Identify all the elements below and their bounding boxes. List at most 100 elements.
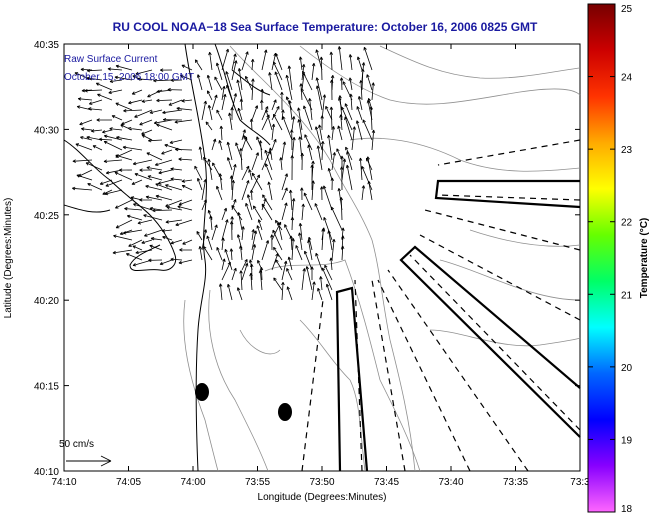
current-vector	[297, 107, 303, 131]
current-vector	[268, 147, 273, 161]
current-vector	[371, 129, 376, 151]
current-vector	[311, 62, 316, 81]
current-vector	[77, 97, 93, 101]
current-vector	[206, 235, 213, 251]
current-vector	[145, 184, 163, 191]
x-tick-label: 74:10	[51, 477, 76, 488]
current-vector	[227, 283, 233, 301]
current-vector	[258, 269, 263, 291]
current-vector	[264, 149, 273, 171]
current-vector	[236, 287, 243, 301]
current-vector	[279, 157, 283, 171]
current-vector	[216, 185, 223, 201]
current-vector	[88, 99, 103, 105]
current-vector	[300, 187, 304, 201]
current-vector	[325, 283, 333, 301]
current-vector	[281, 202, 288, 221]
current-vector	[219, 125, 224, 141]
current-vector	[259, 267, 264, 281]
current-vector	[102, 129, 113, 134]
current-vector	[298, 232, 303, 251]
current-vector	[170, 78, 183, 82]
current-vector	[181, 185, 193, 191]
current-vector	[320, 115, 324, 131]
current-vector	[358, 157, 363, 181]
current-vector	[115, 219, 133, 229]
current-vector	[331, 152, 336, 171]
current-vector	[160, 68, 173, 72]
current-vector	[86, 68, 103, 73]
current-vector	[156, 123, 173, 131]
current-vector	[241, 180, 250, 201]
current-vector	[155, 183, 173, 191]
current-vector	[271, 138, 277, 151]
current-vector	[134, 109, 153, 118]
current-vector	[104, 189, 123, 196]
current-vector	[128, 99, 143, 105]
current-vector	[264, 163, 273, 181]
current-vector	[179, 248, 193, 252]
current-vector	[331, 126, 335, 141]
current-vector	[132, 245, 143, 251]
colorbar-tick-label: 24	[621, 73, 633, 84]
current-vector	[315, 252, 323, 271]
x-axis-label: Longitude (Degrees:Minutes)	[258, 492, 387, 503]
current-vector	[344, 116, 353, 141]
current-vector	[208, 51, 213, 71]
surface-current-vectors	[71, 46, 376, 301]
current-vector	[113, 234, 133, 241]
current-vector	[355, 120, 363, 141]
colorbar-tick-label: 23	[621, 145, 633, 156]
x-tick-label: 73:55	[245, 477, 270, 488]
current-vector	[158, 169, 173, 175]
current-vector	[317, 287, 323, 301]
current-vector	[139, 119, 153, 126]
current-vector	[207, 104, 213, 121]
current-vector	[144, 229, 163, 237]
current-vector	[231, 60, 238, 81]
current-vector	[345, 164, 353, 191]
current-vector	[87, 183, 103, 191]
current-vector	[209, 215, 213, 231]
current-vector	[125, 253, 143, 261]
current-vector	[251, 105, 259, 121]
annotation-line-1: Raw Surface Current	[64, 54, 158, 65]
current-vector	[231, 205, 243, 221]
current-vector	[366, 74, 373, 91]
map-frame	[63, 43, 581, 472]
current-vector	[285, 96, 293, 111]
current-vector	[216, 247, 223, 261]
current-vector	[74, 72, 93, 81]
current-vector	[287, 256, 293, 271]
current-vector	[221, 93, 227, 111]
current-vector	[225, 71, 233, 91]
current-vector	[311, 180, 315, 201]
current-vector	[315, 49, 323, 71]
current-vector	[178, 199, 193, 206]
current-vector	[211, 94, 218, 111]
current-vector	[170, 177, 183, 181]
current-vector	[119, 229, 133, 235]
current-vector	[84, 88, 103, 93]
current-vector	[103, 159, 123, 163]
current-vector	[300, 152, 304, 171]
coastline	[63, 43, 271, 472]
current-vector	[154, 159, 173, 166]
current-vector	[281, 141, 287, 161]
colorbar-label: Temperature (°C)	[639, 218, 650, 299]
current-vector	[226, 84, 233, 101]
current-vector	[249, 272, 253, 291]
current-vector	[361, 68, 365, 91]
current-vector	[166, 205, 183, 211]
current-vector	[149, 206, 163, 211]
current-vector	[260, 99, 264, 111]
current-vector	[230, 107, 234, 121]
current-vector	[96, 118, 112, 122]
current-vector	[141, 129, 153, 135]
current-vector	[201, 199, 207, 211]
current-vector	[321, 141, 325, 161]
current-vector	[203, 156, 213, 171]
current-vector	[362, 119, 373, 141]
current-vector	[281, 260, 288, 281]
current-vector	[327, 134, 333, 161]
